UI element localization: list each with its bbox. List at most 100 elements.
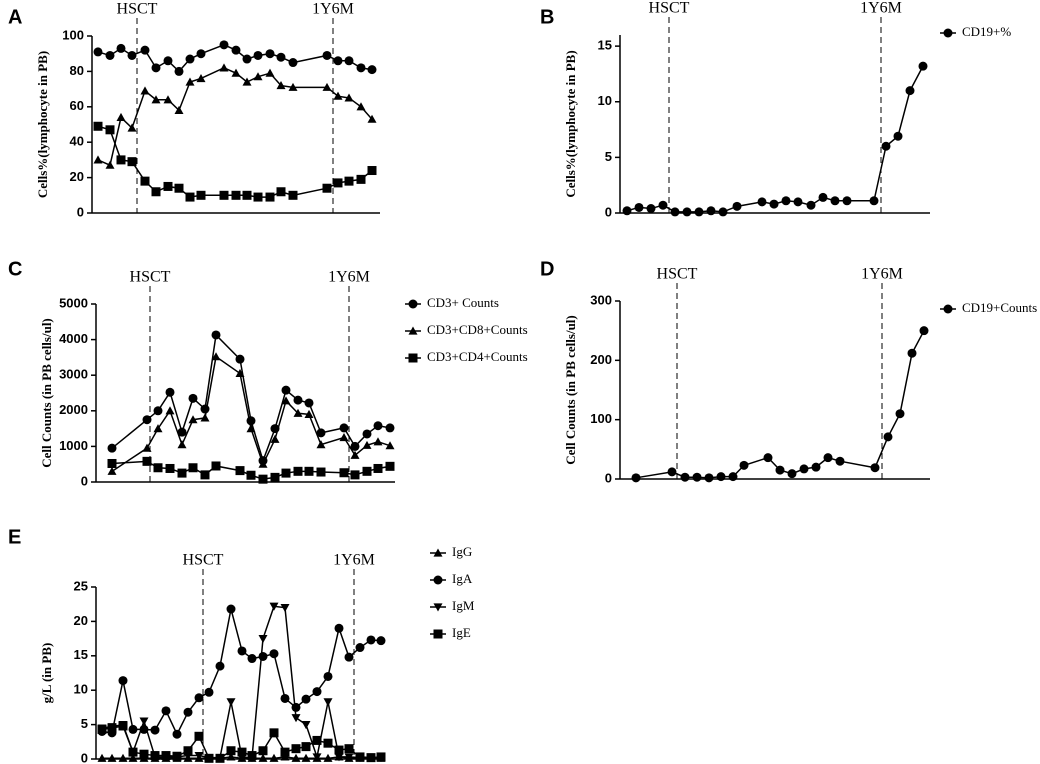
data-point: [247, 751, 257, 761]
data-point: [204, 753, 214, 763]
data-point: [385, 423, 395, 433]
data-point: [219, 63, 229, 72]
data-point: [153, 424, 163, 433]
data-point: [258, 635, 268, 644]
y-tick-label: 20: [70, 169, 84, 184]
data-point: [140, 176, 150, 186]
data-point: [333, 91, 343, 100]
data-point: [918, 61, 928, 71]
data-point: [323, 753, 333, 762]
data-point: [253, 50, 263, 60]
data-point: [211, 461, 221, 471]
data-point: [151, 95, 161, 104]
panel-label: B: [540, 6, 554, 28]
data-point: [153, 463, 163, 473]
legend-marker: [943, 28, 953, 38]
data-point: [339, 433, 349, 442]
y-tick-label: 1000: [59, 438, 88, 453]
annotation-label: 1Y6M: [333, 552, 375, 569]
data-point: [151, 63, 161, 73]
data-point: [680, 472, 690, 482]
y-axis-label: Cell Counts (in PB cells/ul): [563, 315, 578, 465]
data-point: [140, 86, 150, 95]
legend-marker: [408, 326, 418, 335]
data-point: [140, 45, 150, 55]
panel-label: D: [540, 258, 554, 280]
data-point: [293, 395, 303, 405]
y-tick-label: 20: [74, 613, 88, 628]
data-point: [344, 176, 354, 186]
data-point: [177, 427, 187, 437]
data-point: [322, 82, 332, 91]
panel-label: A: [8, 6, 22, 28]
data-point: [280, 693, 290, 703]
y-tick-label: 100: [62, 27, 84, 42]
data-point: [246, 470, 256, 480]
data-point: [301, 721, 311, 730]
data-point: [288, 190, 298, 200]
data-point: [185, 77, 195, 86]
panel-label: E: [8, 526, 21, 548]
data-point: [706, 206, 716, 216]
data-point: [105, 50, 115, 60]
data-point: [281, 385, 291, 395]
series-line: [635, 330, 925, 479]
data-point: [188, 415, 198, 424]
legend-marker: [433, 603, 443, 612]
data-point: [161, 751, 171, 761]
data-point: [842, 196, 852, 206]
data-point: [174, 66, 184, 76]
data-point: [333, 56, 343, 66]
data-point: [142, 443, 152, 452]
data-point: [107, 466, 117, 475]
data-point: [288, 58, 298, 68]
data-point: [682, 207, 692, 217]
data-point: [177, 440, 187, 449]
data-point: [194, 751, 204, 761]
data-point: [362, 429, 372, 439]
data-point: [895, 409, 905, 419]
data-point: [200, 404, 210, 414]
data-point: [344, 652, 354, 662]
data-point: [185, 54, 195, 64]
data-point: [881, 141, 891, 151]
data-point: [165, 463, 175, 473]
y-tick-label: 100: [590, 411, 612, 426]
data-point: [93, 47, 103, 57]
data-point: [281, 468, 291, 478]
data-point: [905, 86, 915, 96]
data-point: [163, 56, 173, 66]
legend-marker: [433, 575, 443, 585]
y-tick-label: 10: [598, 93, 612, 108]
data-point: [919, 326, 929, 336]
data-point: [188, 393, 198, 403]
y-tick-label: 0: [81, 750, 88, 764]
data-point: [269, 753, 279, 762]
data-point: [174, 183, 184, 193]
data-point: [105, 125, 115, 135]
data-point: [323, 738, 333, 748]
data-point: [258, 753, 268, 762]
data-point: [253, 192, 263, 202]
data-point: [835, 456, 845, 466]
data-point: [258, 459, 268, 468]
data-point: [869, 196, 879, 206]
data-point: [385, 441, 395, 450]
data-point: [344, 744, 354, 754]
data-point: [883, 432, 893, 442]
data-point: [258, 651, 268, 661]
data-point: [350, 441, 360, 451]
data-point: [373, 437, 383, 446]
data-point: [142, 415, 152, 425]
data-point: [235, 466, 245, 476]
data-point: [226, 752, 236, 761]
data-point: [291, 714, 301, 723]
data-point: [97, 753, 107, 762]
data-point: [258, 474, 268, 484]
data-point: [265, 192, 275, 202]
data-point: [356, 63, 366, 73]
data-point: [769, 199, 779, 209]
data-point: [818, 192, 828, 202]
data-point: [799, 464, 809, 474]
data-point: [163, 181, 173, 191]
